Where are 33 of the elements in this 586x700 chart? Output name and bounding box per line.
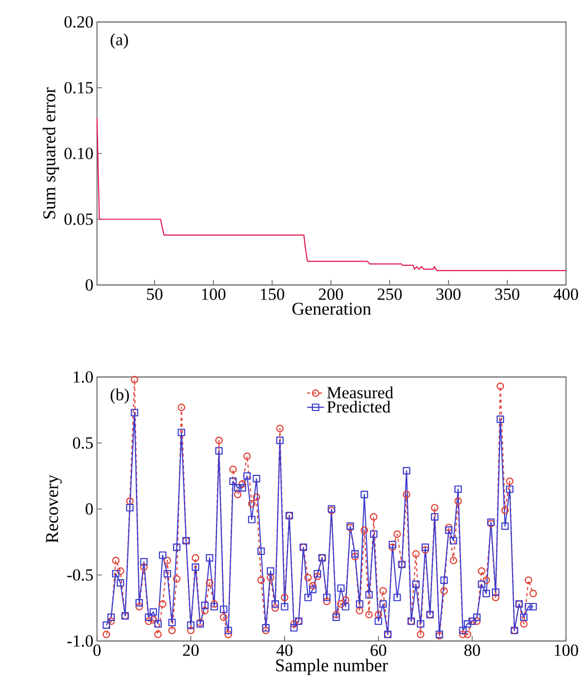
legend-label: Measured [327, 386, 394, 398]
legend-label: Predicted [327, 400, 390, 413]
y-tick-label: -0.5 [67, 569, 93, 581]
x-tick-label: 0 [93, 644, 101, 656]
x-tick-label: 250 [378, 288, 402, 300]
y-axis-title: Sum squared error [42, 87, 59, 219]
y-axis-title: Recovery [46, 474, 62, 543]
y-tick-label: 0.15 [64, 82, 93, 94]
y-tick-label: 0.05 [64, 213, 93, 225]
y-tick-label: 0.5 [72, 437, 93, 449]
x-tick-label: 400 [554, 288, 578, 300]
y-tick-label: 0.20 [64, 16, 93, 28]
x-tick-label: 80 [464, 644, 480, 656]
x-tick-label: 60 [370, 644, 386, 656]
annotation: (a) [110, 33, 128, 49]
y-tick-label: 0 [86, 279, 93, 291]
x-tick-label: 50 [147, 288, 162, 300]
x-tick-label: 20 [183, 644, 199, 656]
annotation: (b) [110, 388, 129, 404]
x-tick-label: 300 [436, 288, 461, 300]
x-tick-label: 150 [260, 288, 284, 300]
x-tick-label: 350 [495, 288, 520, 300]
y-tick-label: 0.10 [64, 148, 93, 160]
y-tick-label: 1.0 [74, 371, 93, 383]
x-axis-title: Generation [292, 302, 372, 315]
x-tick-label: 40 [276, 644, 292, 656]
x-tick-label: 100 [554, 644, 578, 656]
y-tick-label: -1.0 [67, 635, 93, 647]
x-tick-label: 200 [318, 288, 343, 300]
y-tick-label: 0 [86, 503, 93, 515]
x-axis-title: Sample number [276, 658, 388, 676]
line-series [96, 117, 567, 272]
x-tick-label: 100 [202, 288, 226, 300]
